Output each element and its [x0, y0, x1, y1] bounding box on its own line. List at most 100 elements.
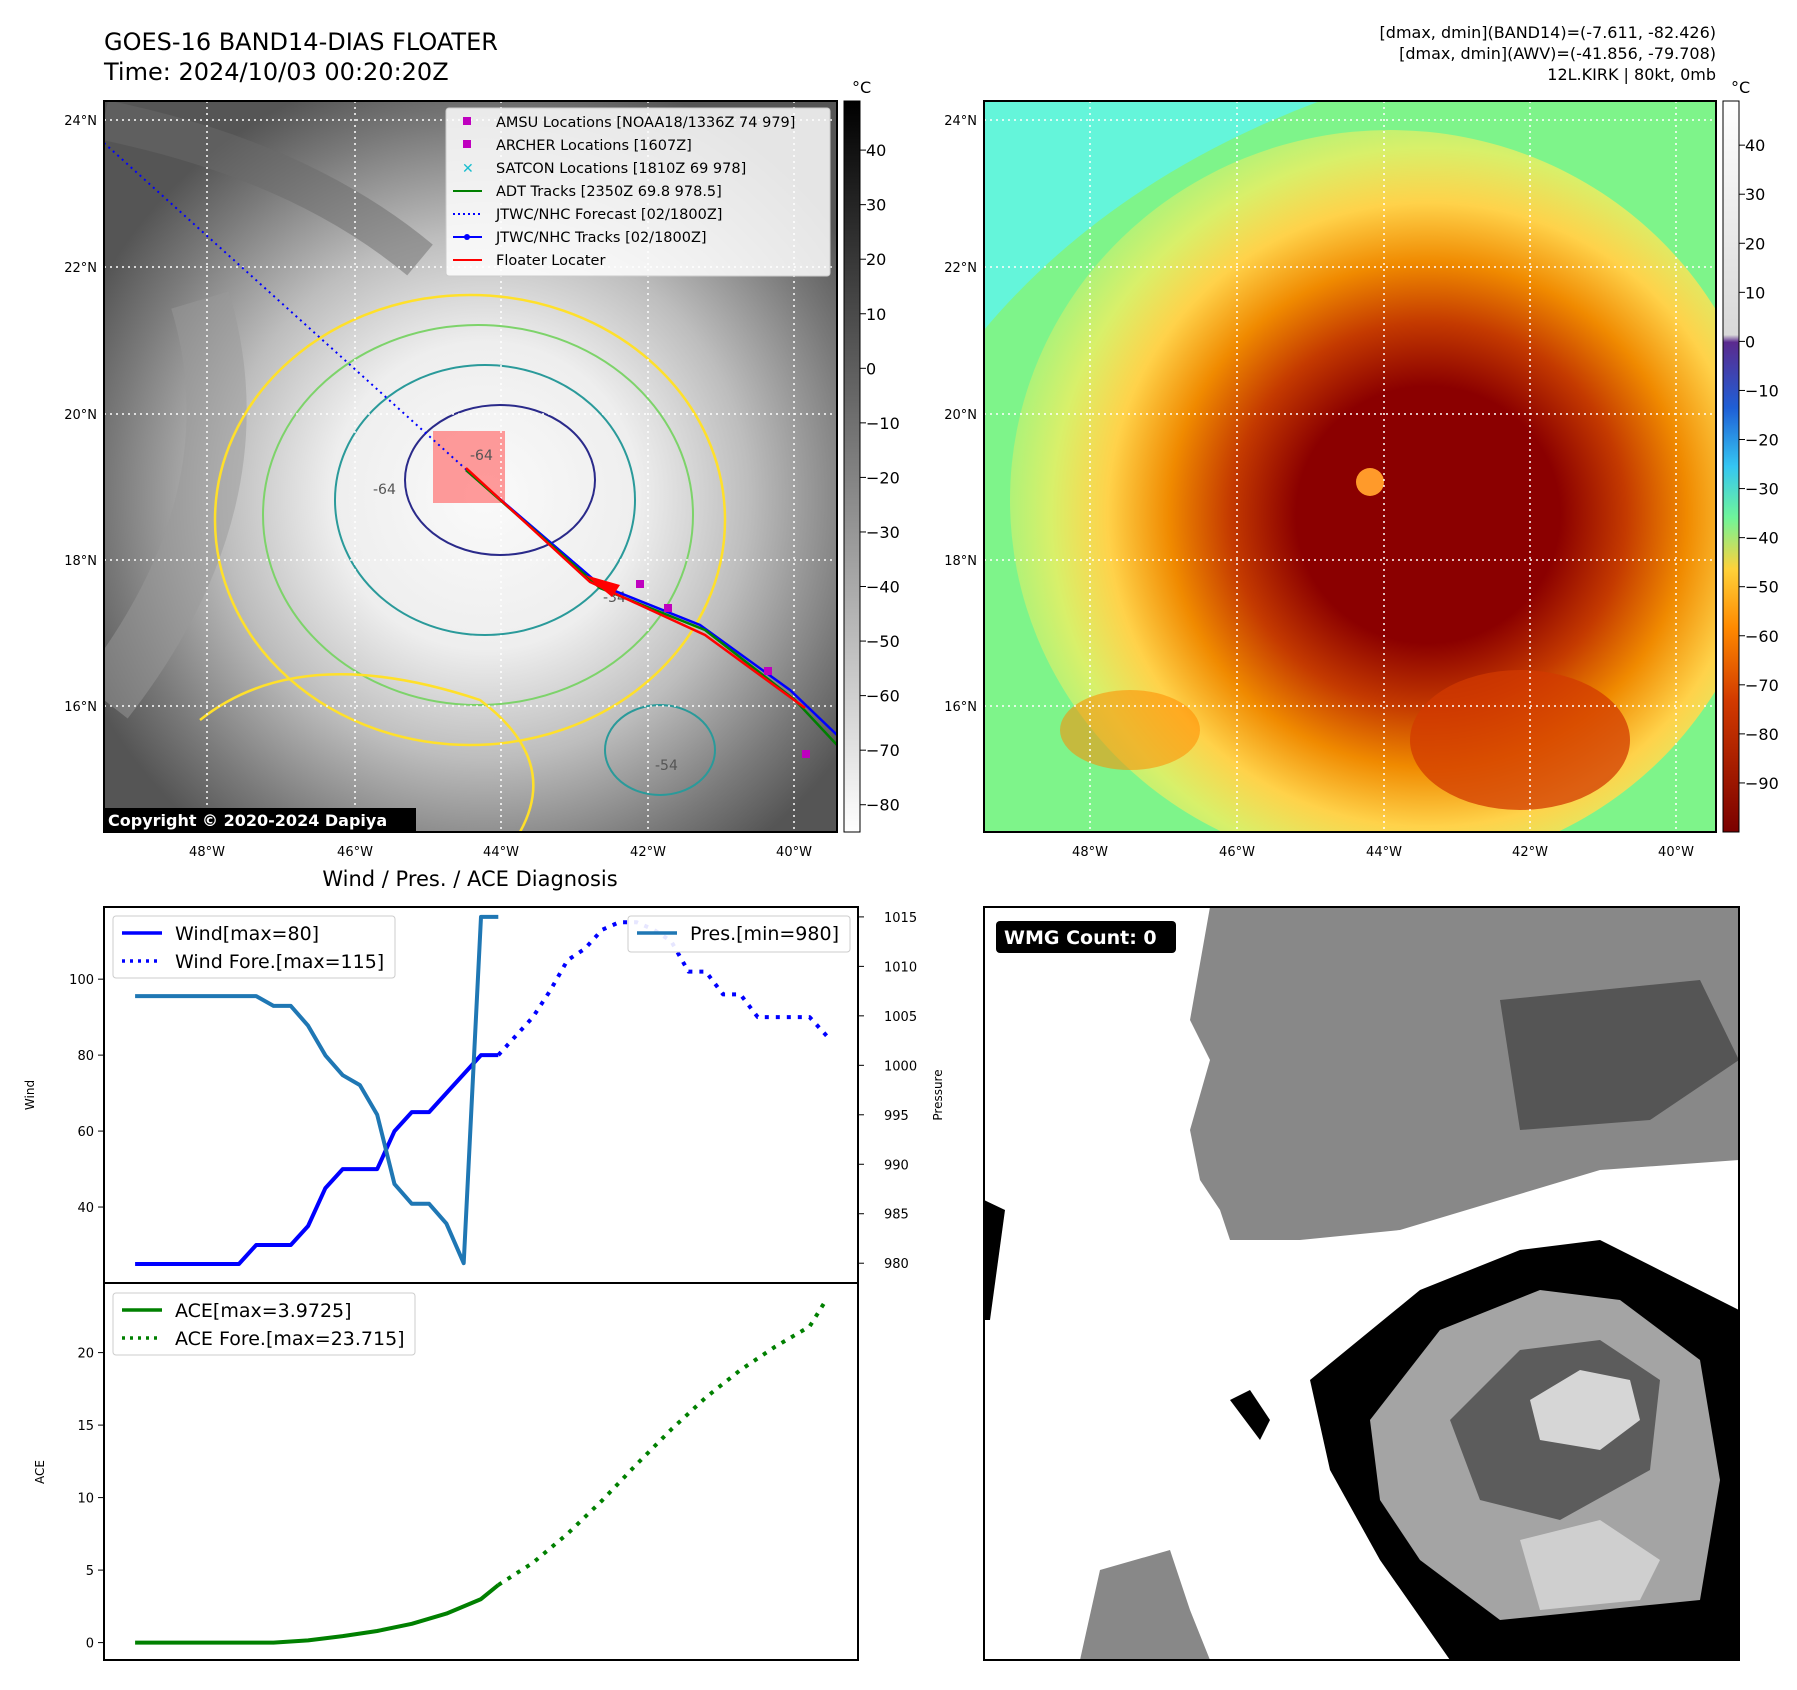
colorbar-tick-label: 40	[1745, 136, 1765, 155]
colorbar-tick-label: 30	[866, 196, 886, 215]
y-tick-label: 60	[77, 1125, 94, 1140]
legend-amsu-marker	[463, 117, 471, 125]
colorbar-tick-label: −50	[1745, 578, 1779, 597]
color-map-frame	[983, 100, 1717, 833]
ace-fore-legend-label: ACE Fore.[max=23.715]	[175, 1328, 405, 1350]
lat-label: 18°N	[64, 554, 97, 569]
y-right-tick-label: 1015	[884, 911, 917, 926]
lon-label: 40°W	[776, 845, 812, 860]
colorbar-tick-label: −80	[866, 796, 900, 815]
ir-colorbar-unit: °C	[852, 78, 871, 97]
lon-label: 42°W	[630, 845, 666, 860]
lon-label: 48°W	[189, 845, 225, 860]
color-eye	[1356, 468, 1384, 496]
colorbar-tick-label: −70	[866, 741, 900, 760]
contour-yellow-band	[199, 673, 535, 832]
y-tick-label: 40	[77, 1201, 94, 1216]
colorbar-tick-label: −40	[1745, 529, 1779, 548]
colorbar-tick-label: 20	[866, 250, 886, 269]
series-line	[135, 914, 499, 1266]
ir-upper-band	[104, 101, 433, 276]
copyright-box	[104, 808, 416, 832]
colorbar-tick-label: −20	[866, 468, 900, 487]
wmg-count-label: WMG Count: 0	[1004, 927, 1157, 949]
contour-label: -64	[373, 482, 396, 498]
lat-label: 22°N	[64, 261, 97, 276]
dmax-awv: [dmax, dmin](AWV)=(-41.856, -79.708)	[1399, 44, 1716, 63]
y-right-tick-label: 990	[884, 1158, 909, 1173]
lat-label: 16°N	[944, 700, 977, 715]
colorbar-tick-label: −50	[866, 632, 900, 651]
y-tick-label: 100	[69, 973, 94, 988]
y-right-tick-label: 980	[884, 1257, 909, 1272]
ir-colorbar	[843, 100, 861, 833]
colorbar-tick-label: −60	[866, 687, 900, 706]
amsu-marker	[764, 667, 772, 675]
series-line	[496, 920, 829, 1057]
ir-map: -64 -64 -54 -34	[64, 78, 900, 860]
wmg-count-box	[996, 921, 1176, 953]
pressure-legend: Pres.[min=980]	[627, 915, 851, 953]
colorbar-tick-label: 10	[1745, 283, 1765, 302]
amsu-marker	[802, 750, 810, 758]
wmg-panel: WMG Count: 0	[983, 906, 1740, 1661]
legend-tracks-label: JTWC/NHC Tracks [02/1800Z]	[495, 230, 707, 246]
color-cold-corner	[984, 101, 1320, 330]
colorbar-tick-label: 20	[1745, 234, 1765, 253]
color-southwest-cell	[1060, 690, 1200, 770]
color-south-cell	[1410, 670, 1630, 810]
y-tick-label: 15	[77, 1419, 94, 1434]
lat-label: 20°N	[944, 408, 977, 423]
y-tick-label: 20	[77, 1347, 94, 1362]
colorbar-tick-label: −70	[1745, 676, 1779, 695]
ir-map-frame	[103, 100, 838, 833]
colorbar-tick-label: 10	[866, 305, 886, 324]
archer-marker	[664, 604, 672, 612]
legend-adt-label: ADT Tracks [2350Z 69.8 978.5]	[496, 184, 722, 200]
ace-legend-label: ACE[max=3.9725]	[175, 1300, 352, 1322]
contour-yellow	[213, 293, 727, 747]
y-right-tick-label: 1005	[884, 1010, 917, 1025]
colorbar-tick-label: 0	[1745, 332, 1755, 351]
lat-label: 24°N	[944, 114, 977, 129]
y-tick-label: 80	[77, 1049, 94, 1064]
y-right-tick-label: 1000	[884, 1059, 917, 1074]
ace-axis-label: ACE	[33, 1460, 47, 1484]
chart-title: Wind / Pres. / ACE Diagnosis	[322, 867, 617, 891]
wmg-speck	[1230, 1390, 1270, 1440]
colorbar-tick-label: 40	[866, 141, 886, 160]
legend-tracks-dot	[464, 234, 470, 240]
wmg-eye	[1530, 1370, 1640, 1450]
legend-satcon-marker: ✕	[462, 161, 474, 177]
colorbar-tick-label: −60	[1745, 627, 1779, 646]
contour-label: -64	[470, 448, 493, 464]
lon-label: 42°W	[1512, 845, 1548, 860]
colorbar-tick-label: 30	[1745, 185, 1765, 204]
legend-amsu-label: AMSU Locations [NOAA18/1336Z 74 979]	[496, 115, 795, 131]
colorbar-tick-label: −80	[1745, 725, 1779, 744]
colorbar-tick-label: 0	[866, 359, 876, 378]
wmg-cloud-upper-dark	[1500, 980, 1739, 1130]
colorbar-tick-label: −20	[1745, 431, 1779, 450]
figure-time: Time: 2024/10/03 00:20:20Z	[103, 58, 449, 86]
contour-label: -54	[655, 758, 678, 774]
contour-teal	[334, 364, 636, 636]
ir-legend: AMSU Locations [NOAA18/1336Z 74 979] ARC…	[445, 107, 831, 277]
legend-satcon-label: SATCON Locations [1810Z 69 978]	[496, 161, 746, 177]
series-line	[135, 1053, 499, 1266]
contour-green	[262, 324, 694, 706]
colorbar-tick-label: −10	[1745, 381, 1779, 400]
ir-outer-band	[104, 291, 247, 719]
lat-label: 20°N	[64, 408, 97, 423]
wmg-south-light	[1520, 1520, 1660, 1610]
figure-title: GOES-16 BAND14-DIAS FLOATER	[104, 28, 498, 56]
legend-archer-label: ARCHER Locations [1607Z]	[496, 138, 692, 154]
lat-label: 22°N	[944, 261, 977, 276]
legend-box	[445, 107, 831, 277]
y-tick-label: 5	[86, 1564, 94, 1579]
y-tick-label: 10	[77, 1492, 94, 1507]
lon-label: 48°W	[1072, 845, 1108, 860]
archer-marker	[636, 580, 644, 588]
series-line	[135, 1583, 500, 1645]
colorbar-tick-label: −30	[1745, 480, 1779, 499]
